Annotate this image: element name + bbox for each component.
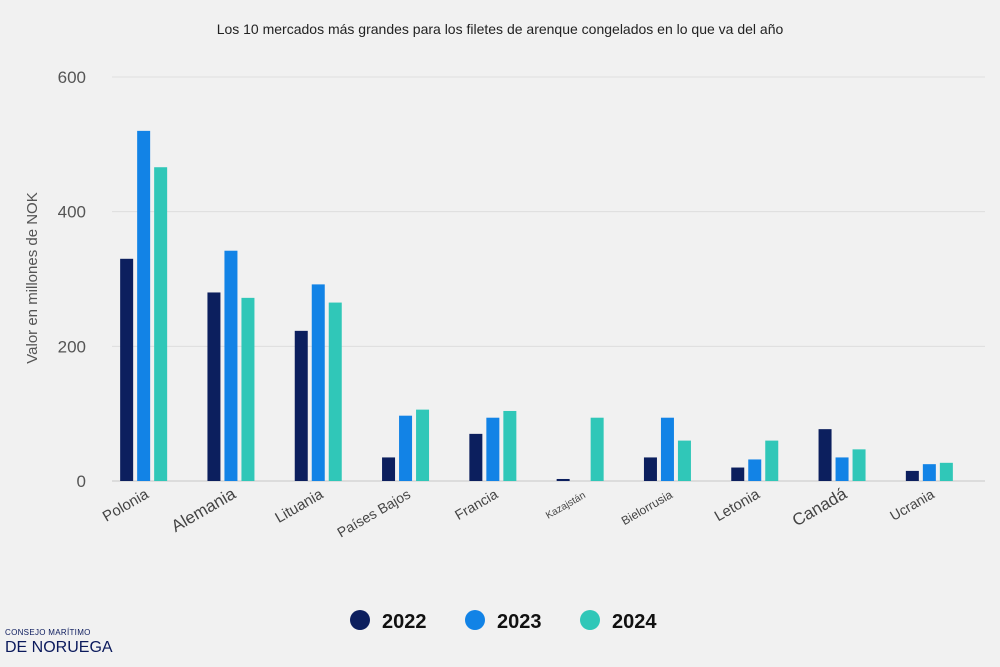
bar-2023-7 <box>748 459 762 481</box>
x-axis-ticks: Polonia Alemania Lituania Países Bajos Franc… <box>100 484 937 541</box>
bar-2024-3 <box>416 409 430 481</box>
x-tick-label: Kazajstán <box>544 490 588 521</box>
legend-label-2022: 2022 <box>382 611 427 633</box>
y-tick-label: 400 <box>58 203 86 222</box>
bar-2022-2 <box>294 330 308 481</box>
brand-logo: CONSEJO MARÍTIMO DE NORUEGA <box>5 628 113 657</box>
brand-line-top: CONSEJO MARÍTIMO <box>5 628 91 637</box>
bar-2022-4 <box>469 433 483 481</box>
bar-2023-0 <box>137 130 151 481</box>
chart-title: Los 10 mercados más grandes para los fil… <box>217 21 784 37</box>
x-tick-label: Letonia <box>712 485 764 525</box>
bar-2023-2 <box>311 284 325 481</box>
bar-2022-3 <box>382 457 396 481</box>
bar-2022-1 <box>207 292 221 481</box>
x-tick-label: Bielorrusia <box>619 487 675 528</box>
bars <box>120 130 953 481</box>
bar-2023-8 <box>835 457 849 481</box>
x-tick-label: Francia <box>452 486 501 523</box>
x-tick-label: Ucrania <box>887 486 937 524</box>
bar-2024-0 <box>154 167 168 481</box>
bar-2022-6 <box>643 457 657 481</box>
x-tick-label: Canadá <box>789 484 851 531</box>
bar-2022-0 <box>120 258 134 481</box>
x-tick-label: Alemania <box>168 484 239 536</box>
legend-marker-2022 <box>350 610 370 630</box>
bar-2022-5 <box>556 478 570 481</box>
bar-2024-4 <box>503 410 517 481</box>
bar-2023-3 <box>399 415 413 481</box>
bar-2022-7 <box>731 467 745 481</box>
x-tick-label: Lituania <box>272 485 327 526</box>
legend-label-2023: 2023 <box>497 611 542 633</box>
brand-line-bottom: DE NORUEGA <box>5 639 113 656</box>
bar-2024-1 <box>241 297 255 481</box>
bar-2024-6 <box>677 440 691 481</box>
bar-2022-9 <box>905 470 919 481</box>
bar-2023-6 <box>660 417 674 481</box>
bar-2023-4 <box>486 417 500 481</box>
bar-2024-8 <box>852 449 866 481</box>
bar-2024-5 <box>590 417 604 481</box>
y-axis-label: Valor en millones de NOK <box>24 192 41 363</box>
y-tick-label: 0 <box>77 472 86 491</box>
x-tick-label: Polonia <box>100 485 152 525</box>
y-axis-ticks: 0 200 400 600 <box>58 68 86 491</box>
legend-marker-2024 <box>580 610 600 630</box>
bar-2022-8 <box>818 429 832 481</box>
bar-2023-9 <box>922 464 936 481</box>
x-tick-label: Países Bajos <box>334 486 413 541</box>
legend-marker-2023 <box>465 610 485 630</box>
legend-label-2024: 2024 <box>612 611 657 633</box>
bar-2024-2 <box>328 302 342 481</box>
y-tick-label: 600 <box>58 68 86 87</box>
bar-2024-9 <box>939 462 953 481</box>
bar-2024-7 <box>765 440 779 481</box>
bar-2023-1 <box>224 250 238 481</box>
legend: 2022 2023 2024 <box>350 610 657 633</box>
y-tick-label: 200 <box>58 337 86 356</box>
